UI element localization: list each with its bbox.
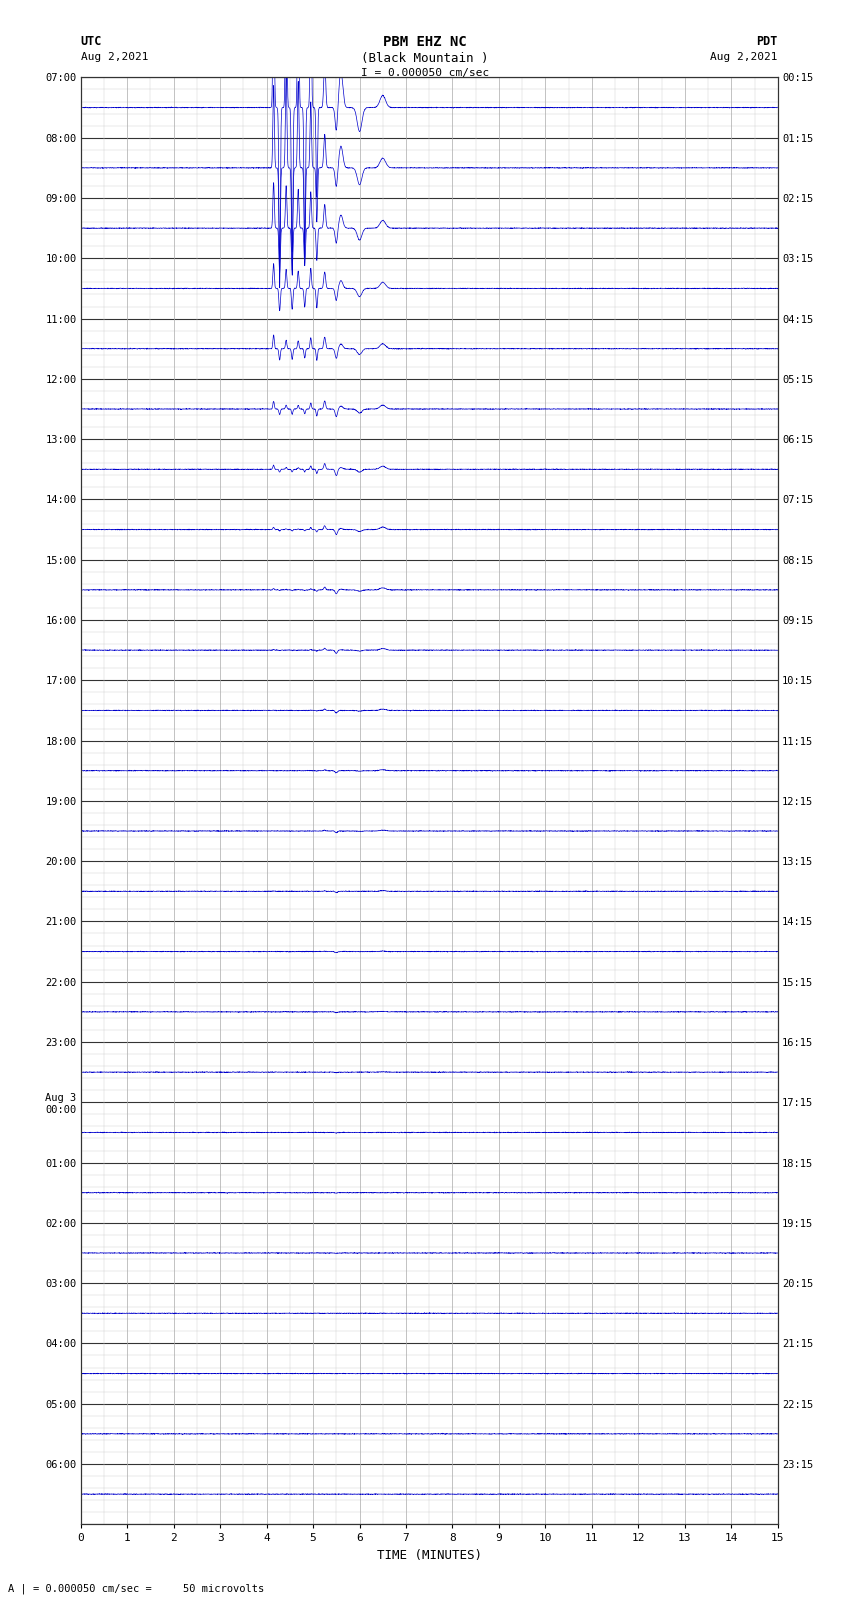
Text: PBM EHZ NC: PBM EHZ NC: [383, 35, 467, 50]
Text: Aug 2,2021: Aug 2,2021: [711, 52, 778, 61]
X-axis label: TIME (MINUTES): TIME (MINUTES): [377, 1548, 482, 1561]
Text: A | = 0.000050 cm/sec =     50 microvolts: A | = 0.000050 cm/sec = 50 microvolts: [8, 1582, 264, 1594]
Text: I = 0.000050 cm/sec: I = 0.000050 cm/sec: [361, 68, 489, 77]
Text: Aug 2,2021: Aug 2,2021: [81, 52, 148, 61]
Text: PDT: PDT: [756, 35, 778, 48]
Text: UTC: UTC: [81, 35, 102, 48]
Text: (Black Mountain ): (Black Mountain ): [361, 52, 489, 65]
